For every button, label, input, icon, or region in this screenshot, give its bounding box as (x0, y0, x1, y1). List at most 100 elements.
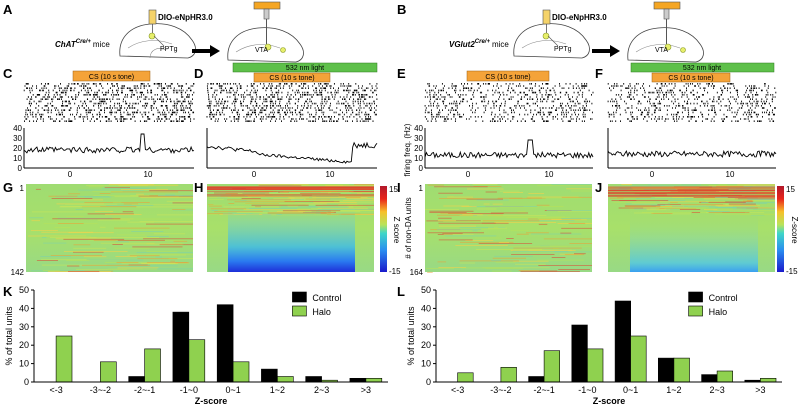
x-tick-label: <-3 (451, 385, 464, 395)
panel-letter-h: H (194, 180, 203, 195)
y-tick-label: 20 (19, 340, 29, 350)
arrow-right-icon (592, 45, 620, 57)
region-label-vta: VTA (655, 47, 668, 54)
x-tick-label: >3 (755, 385, 765, 395)
time-tick: 10 (144, 170, 153, 179)
panel-d: 532 nm light CS (10 s tone) 0 10 (206, 62, 378, 179)
panel-e: CS (10 s tone) firing freq. (Hz) 0 10 40… (403, 70, 594, 179)
firing-rate-trace (424, 139, 594, 160)
panel-letter-i: I (397, 180, 401, 195)
y-tick-label: 10 (421, 359, 431, 369)
panel-letter-k: K (3, 284, 13, 299)
bar-halo (277, 376, 294, 383)
x-tick-label: 0~1 (623, 385, 638, 395)
bar-control (261, 368, 278, 383)
unit-tick-bottom: 164 (410, 268, 424, 277)
region-label-vta: VTA (255, 47, 268, 54)
legend-swatch-halo (292, 305, 307, 317)
bar-control (349, 377, 367, 383)
time-tick: 10 (326, 170, 335, 179)
y-tick: 10 (13, 154, 22, 163)
firing-y-label: firing freq. (Hz) (403, 123, 412, 176)
y-tick: 40 (414, 124, 423, 133)
led-icon (653, 1, 681, 10)
panel-letter-d: D (194, 66, 203, 81)
y-tick: 20 (13, 144, 22, 153)
bar-control (528, 376, 545, 383)
legend-label-halo: Halo (709, 307, 728, 317)
histogram-l: <-3 -3~-2 -2~-1 -1~0 0~1 1~2 2~3 >3 0 10 20 30 40 50 Z… (406, 285, 782, 406)
bar-halo (716, 370, 733, 383)
panel-c: CS (10 s tone) 0 10 40 30 20 10 0 (13, 70, 195, 179)
panel-letter-g: G (3, 180, 13, 195)
heatmap-y-label: # of non-DA units (404, 197, 413, 258)
colorbar (380, 186, 387, 272)
legend-label-control: Control (709, 293, 738, 303)
heatmap-j: 15 -15 Z-score (608, 184, 799, 276)
bar-control (657, 357, 675, 383)
colorbar-label: Z-score (790, 216, 799, 244)
y-tick: 0 (18, 164, 23, 173)
y-tick: 10 (414, 154, 423, 163)
bar-halo (144, 348, 161, 383)
syringe-icon (148, 9, 157, 25)
bar-halo (55, 335, 73, 383)
bar-control (571, 324, 588, 383)
y-tick: 30 (13, 134, 22, 143)
x-tick-label: -3~-2 (490, 385, 511, 395)
legend-swatch-control (292, 291, 307, 303)
panel-letter-b: B (397, 2, 406, 17)
y-tick-label: 50 (421, 285, 431, 295)
x-tick-label: -1~0 (180, 385, 198, 395)
virus-label: DIO-eNpHR3.0 (158, 13, 213, 22)
mouse-line-label: ChATCre/+ mice (55, 39, 110, 49)
bar-control (305, 376, 322, 383)
legend-label-control: Control (312, 293, 341, 303)
led-icon (253, 1, 281, 10)
cs-bar (253, 72, 331, 83)
panel-letter-f: F (595, 66, 603, 81)
cs-label: CS (10 s tone) (269, 75, 314, 82)
x-tick-label: -2~-1 (134, 385, 155, 395)
vta-site-icon (664, 43, 672, 51)
bar-control (172, 311, 190, 383)
y-tick-label: 20 (421, 340, 431, 350)
spike-raster (424, 83, 594, 122)
x-tick-label: <-3 (49, 385, 62, 395)
x-tick-label: >3 (361, 385, 371, 395)
colorbar-max: 15 (389, 185, 398, 194)
x-tick-label: 2~3 (314, 385, 329, 395)
panel-letter-l: L (397, 284, 405, 299)
x-tick-label: -3~-2 (90, 385, 111, 395)
time-tick: 0 (650, 170, 655, 179)
y-axis-label: % of total units (4, 306, 14, 366)
spike-raster (23, 83, 195, 122)
bar-halo (673, 357, 690, 383)
light-bar (232, 62, 378, 73)
y-tick-label: 40 (421, 303, 431, 313)
y-tick-label: 40 (19, 303, 29, 313)
x-tick-label: -2~-1 (533, 385, 554, 395)
colorbar (777, 186, 784, 272)
y-tick: 40 (13, 124, 22, 133)
bar-halo (500, 366, 517, 383)
bar-halo (100, 361, 117, 383)
y-tick-label: 0 (426, 377, 431, 387)
firing-rate-trace (206, 141, 378, 164)
light-label: 532 nm light (683, 65, 721, 72)
spike-raster (206, 83, 378, 122)
x-tick-label: 2~3 (709, 385, 724, 395)
bar-control (614, 300, 631, 383)
mouse-line-label: VGlut2Cre/+ mice (449, 39, 509, 49)
inhibition-region (630, 210, 758, 272)
colorbar-min: -15 (786, 267, 798, 276)
bar-control (216, 304, 234, 383)
x-tick-label: 0~1 (225, 385, 240, 395)
schematic-a: ChATCre/+ mice DIO-eNpHR3.0 PPTg VTA (55, 1, 304, 63)
x-tick-label: 1~2 (666, 385, 681, 395)
bar-halo (760, 377, 777, 383)
bar-halo (543, 350, 560, 383)
bar-halo (457, 372, 474, 383)
arrow-right-icon (192, 45, 220, 57)
bar-halo (630, 335, 647, 383)
